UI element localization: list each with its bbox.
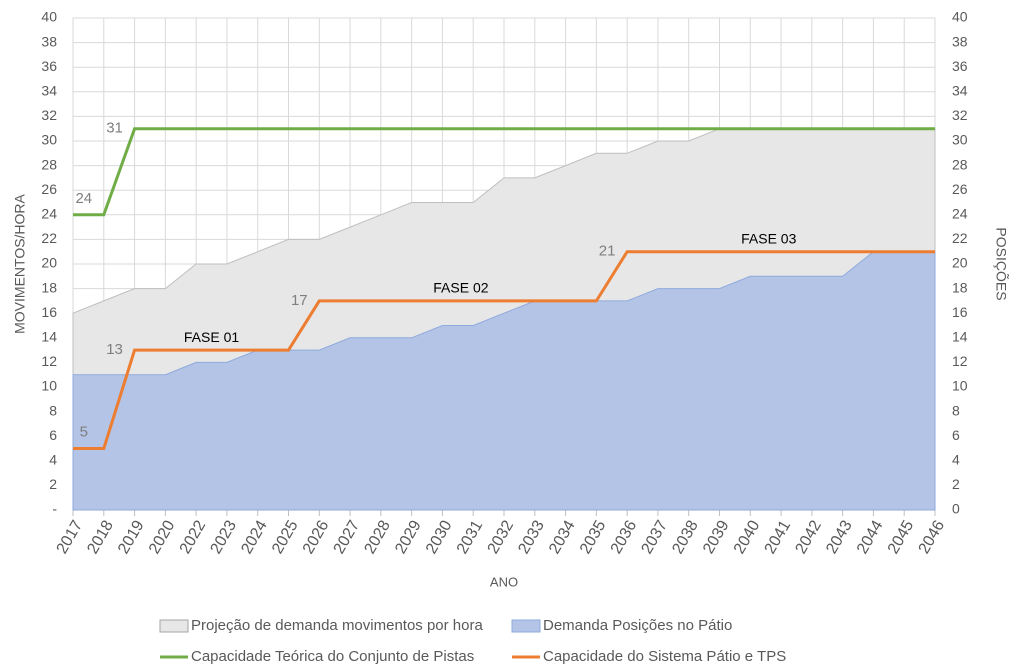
y-tick-label: 32 xyxy=(41,107,57,123)
y-tick-label: 30 xyxy=(41,132,57,148)
y2-tick-label: 34 xyxy=(952,83,968,99)
x-tick-label: 2024 xyxy=(238,518,271,557)
data-label: 31 xyxy=(106,120,123,137)
y2-tick-label: 4 xyxy=(952,452,960,468)
x-tick-label: 2020 xyxy=(146,518,179,557)
x-tick-label: 2033 xyxy=(515,518,548,557)
x-tick-label: 2030 xyxy=(423,518,456,557)
x-tick-label: 2037 xyxy=(639,518,672,557)
y-tick-label: 36 xyxy=(41,58,57,74)
x-tick-label: 2039 xyxy=(700,518,733,557)
x-tick-label: 2018 xyxy=(84,518,117,557)
y-tick-label: 14 xyxy=(41,329,57,345)
legend-label: Capacidade Teórica do Conjunto de Pistas xyxy=(191,648,474,665)
y-tick-label: 28 xyxy=(41,156,57,172)
y-tick-label: - xyxy=(52,501,57,517)
y2-tick-label: 14 xyxy=(952,329,968,345)
x-tick-label: 2025 xyxy=(269,518,302,557)
y2-tick-label: 22 xyxy=(952,230,968,246)
y2-tick-label: 36 xyxy=(952,58,968,74)
x-tick-label: 2042 xyxy=(792,518,825,557)
y-tick-label: 20 xyxy=(41,255,57,271)
x-tick-label: 2034 xyxy=(546,518,579,557)
y-tick-label: 16 xyxy=(41,304,57,320)
line xyxy=(73,127,935,217)
y-tick-label: 10 xyxy=(41,378,57,394)
y2-tick-label: 30 xyxy=(952,132,968,148)
y2-tick-label: 20 xyxy=(952,255,968,271)
x-tick-label: 2035 xyxy=(577,518,610,557)
y2-tick-label: 40 xyxy=(952,9,968,25)
y-tick-label: 34 xyxy=(41,83,57,99)
y2-tick-label: 12 xyxy=(952,353,968,369)
y-tick-label: 38 xyxy=(41,33,57,49)
x-tick-label: 2023 xyxy=(208,518,241,557)
x-tick-label: 2026 xyxy=(300,518,333,557)
y2-tick-label: 26 xyxy=(952,181,968,197)
x-tick-label: 2046 xyxy=(916,518,949,557)
y2-tick-label: 18 xyxy=(952,279,968,295)
legend-swatch xyxy=(159,619,189,633)
y-tick-label: 18 xyxy=(41,279,57,295)
data-label: 17 xyxy=(291,292,308,309)
data-label: 24 xyxy=(75,190,92,207)
data-label: 5 xyxy=(80,423,88,440)
y2-tick-label: 24 xyxy=(952,206,968,222)
line xyxy=(73,250,935,450)
y-tick-label: 2 xyxy=(49,476,57,492)
y-tick-label: 12 xyxy=(41,353,57,369)
area xyxy=(72,251,936,511)
legend-label: Projeção de demanda movimentos por hora xyxy=(191,617,483,634)
y-axis-title: MOVIMENTOS/HORA xyxy=(12,193,28,333)
x-tick-label: 2040 xyxy=(731,518,764,557)
x-tick-label: 2029 xyxy=(392,518,425,557)
x-tick-label: 2031 xyxy=(454,518,487,557)
annotation: FASE 01 xyxy=(184,329,239,345)
y2-tick-label: 38 xyxy=(952,33,968,49)
x-tick-label: 2019 xyxy=(115,518,148,557)
data-label: 21 xyxy=(599,243,616,260)
y2-tick-label: 8 xyxy=(952,402,960,418)
legend-label: Demanda Posições no Pátio xyxy=(543,617,732,634)
y-tick-label: 26 xyxy=(41,181,57,197)
x-axis-title: ANO xyxy=(490,574,518,589)
x-tick-label: 2017 xyxy=(54,518,87,557)
x-tick-label: 2032 xyxy=(485,518,518,557)
x-tick-label: 2043 xyxy=(823,518,856,557)
x-tick-label: 2036 xyxy=(608,518,641,557)
annotation: FASE 03 xyxy=(741,230,796,246)
x-tick-label: 2045 xyxy=(885,518,918,557)
y2-axis-title: POSIÇÕES xyxy=(993,227,1009,300)
y2-tick-label: 0 xyxy=(952,501,960,517)
y2-tick-label: 28 xyxy=(952,156,968,172)
y2-tick-label: 16 xyxy=(952,304,968,320)
x-tick-label: 2027 xyxy=(331,518,364,557)
annotation: FASE 02 xyxy=(433,280,488,296)
y-tick-label: 40 xyxy=(41,9,57,25)
y-tick-label: 8 xyxy=(49,402,57,418)
x-tick-label: 2044 xyxy=(854,518,887,557)
y2-tick-label: 10 xyxy=(952,378,968,394)
x-tick-label: 2028 xyxy=(361,518,394,557)
y-tick-label: 6 xyxy=(49,427,57,443)
x-tick-label: 2038 xyxy=(669,518,702,557)
y-tick-label: 4 xyxy=(49,452,57,468)
y2-tick-label: 32 xyxy=(952,107,968,123)
legend-label: Capacidade do Sistema Pátio e TPS xyxy=(543,648,786,665)
data-label: 13 xyxy=(106,341,123,358)
y2-tick-label: 2 xyxy=(952,476,960,492)
x-tick-label: 2041 xyxy=(762,518,795,557)
legend-swatch xyxy=(511,619,541,633)
x-tick-label: 2022 xyxy=(177,518,210,557)
y-tick-label: 22 xyxy=(41,230,57,246)
y2-tick-label: 6 xyxy=(952,427,960,443)
y-tick-label: 24 xyxy=(41,206,57,222)
